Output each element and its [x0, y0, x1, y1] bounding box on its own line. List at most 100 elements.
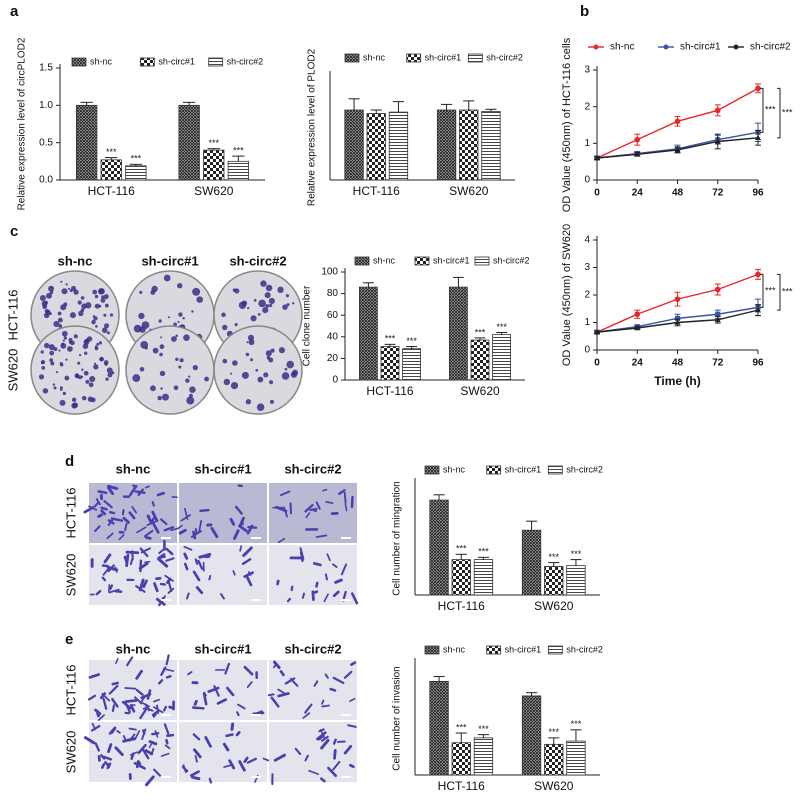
colony	[188, 375, 191, 378]
colony	[73, 334, 78, 339]
cell	[101, 763, 106, 769]
cell	[140, 692, 152, 699]
legend-swatch	[486, 645, 502, 655]
bar	[481, 111, 501, 181]
colony	[58, 324, 63, 328]
x-tick-label: 24	[632, 358, 644, 369]
cell	[166, 733, 175, 737]
significance-label: ***	[385, 334, 396, 344]
cell	[340, 563, 348, 576]
colony	[69, 312, 76, 319]
colony	[106, 331, 110, 335]
cell	[99, 692, 107, 700]
cell	[108, 588, 120, 594]
significance-label: ***	[131, 154, 142, 164]
colony	[98, 304, 102, 308]
cell	[197, 559, 204, 571]
cell	[229, 517, 236, 526]
significance-label: ***	[456, 722, 467, 732]
bar	[429, 680, 449, 776]
cell	[192, 748, 202, 759]
colony	[49, 350, 55, 356]
cell	[132, 484, 138, 488]
panel-label: c	[10, 223, 18, 240]
cell	[178, 528, 187, 535]
cell	[246, 757, 257, 764]
colony	[53, 320, 60, 328]
cell	[193, 699, 198, 706]
cell	[198, 552, 212, 559]
colony	[52, 383, 56, 386]
cell	[145, 775, 155, 787]
cell	[236, 711, 240, 717]
cell	[238, 760, 246, 772]
legend-label: sh-circ#1	[680, 42, 721, 53]
y-tick-label: 3	[584, 262, 590, 273]
colony	[53, 347, 58, 352]
cell	[199, 508, 210, 513]
colony	[221, 312, 226, 318]
cell	[153, 768, 162, 777]
colony	[269, 399, 274, 404]
cell	[246, 576, 253, 587]
colony	[111, 371, 115, 375]
cell	[208, 777, 213, 784]
legend-swatch	[547, 465, 563, 475]
cell	[319, 777, 326, 783]
cell	[137, 488, 144, 497]
colony	[48, 285, 55, 292]
cell	[124, 699, 138, 704]
legend-swatch	[406, 53, 422, 63]
colony	[173, 385, 179, 391]
colony	[253, 298, 257, 302]
colony	[107, 372, 113, 378]
colony-plate	[125, 325, 215, 415]
cell	[286, 597, 292, 603]
cell	[195, 586, 204, 595]
legend-label: sh-nc	[373, 255, 396, 265]
colony	[93, 316, 98, 321]
bar	[459, 109, 479, 181]
panel-label: b	[580, 3, 589, 20]
colony	[104, 362, 108, 366]
legend-swatch	[424, 645, 440, 655]
y-tick-label: 1.5	[39, 63, 53, 74]
cell	[332, 738, 337, 745]
significance-bracket	[760, 87, 764, 133]
cell	[151, 501, 155, 507]
colony	[183, 334, 190, 341]
significance-label: ***	[475, 327, 486, 337]
cell	[224, 662, 231, 675]
marker	[634, 324, 641, 331]
column-label: sh-circ#2	[229, 253, 286, 268]
cell	[305, 512, 311, 519]
cell	[320, 738, 330, 750]
bar	[402, 348, 422, 381]
colony	[260, 280, 267, 287]
cell	[334, 578, 343, 584]
legend-swatch	[414, 256, 430, 266]
panel-label: a	[10, 3, 19, 20]
cell	[134, 696, 143, 705]
cell	[142, 579, 148, 589]
cell	[302, 712, 311, 719]
colony	[101, 295, 105, 299]
cell	[280, 490, 291, 497]
cell	[332, 676, 345, 685]
colony	[248, 339, 255, 346]
significance-label: ***	[571, 549, 582, 559]
bar	[125, 165, 147, 181]
bar	[448, 286, 468, 381]
colony	[69, 289, 73, 293]
colony	[255, 368, 259, 372]
cell	[137, 759, 142, 765]
cell	[186, 592, 190, 600]
colony	[80, 296, 85, 300]
legend-swatch	[139, 57, 155, 67]
cell	[277, 688, 285, 694]
cell	[142, 748, 150, 760]
significance-label: ***	[765, 105, 776, 115]
bar	[451, 559, 471, 596]
colony	[58, 349, 61, 352]
cell	[219, 593, 225, 600]
